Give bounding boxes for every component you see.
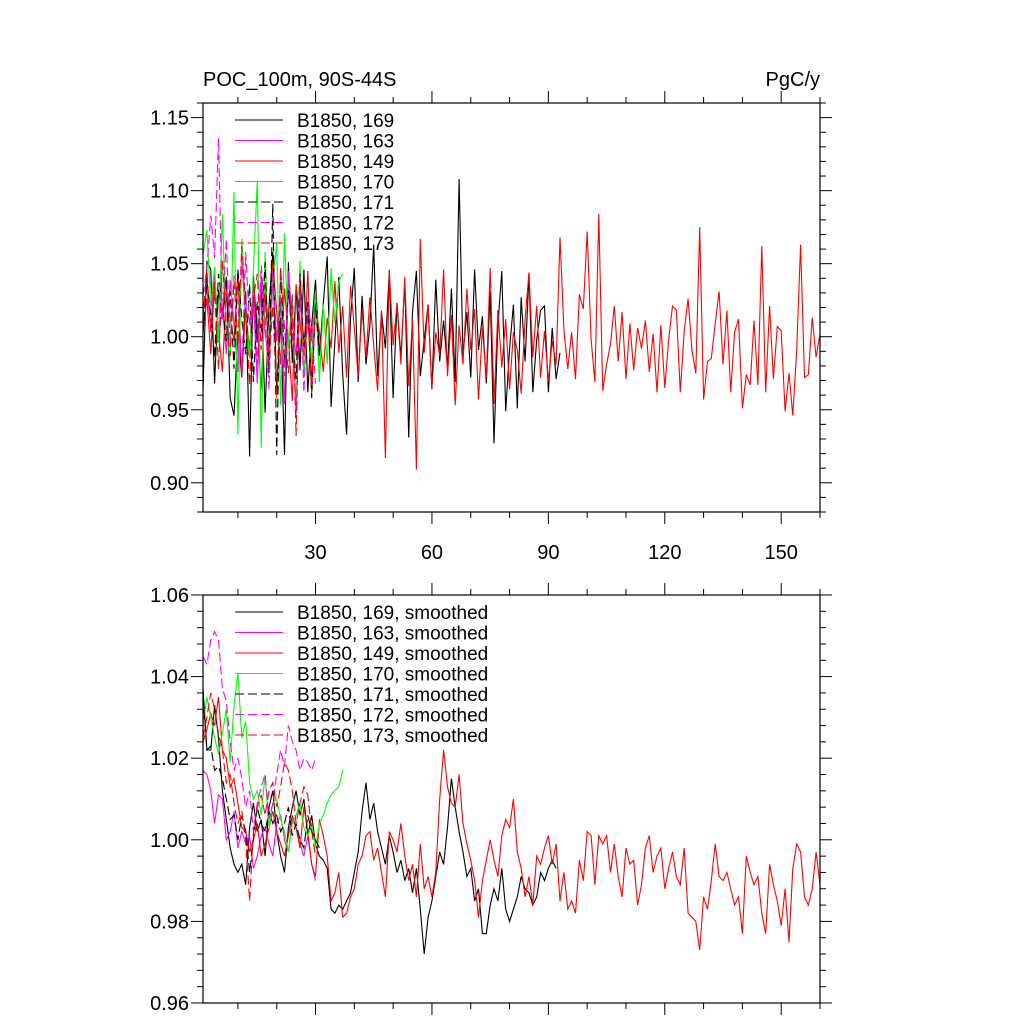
- y-tick-label: 1.02: [150, 748, 189, 770]
- legend-label: B1850, 169, smoothed: [297, 603, 488, 624]
- legend-label: B1850, 171, smoothed: [297, 685, 488, 706]
- series-line-172: [203, 630, 317, 832]
- legend-label: B1850, 149: [297, 152, 394, 173]
- legend-label: B1850, 170: [297, 173, 394, 194]
- y-tick-label: 1.06: [150, 585, 189, 607]
- series-line-170: [203, 180, 344, 448]
- series-line-149: [203, 213, 820, 470]
- x-tick-label: 60: [421, 542, 443, 564]
- x-tick-label: 120: [648, 542, 681, 564]
- x-tick-label: 150: [765, 542, 798, 564]
- y-tick-label: 1.04: [150, 667, 189, 689]
- chart-units: PgC/y: [766, 69, 820, 91]
- x-tick-label: 90: [537, 542, 559, 564]
- chart-title: POC_100m, 90S-44S: [203, 69, 396, 91]
- y-tick-label: 0.90: [150, 473, 189, 495]
- legend-label: B1850, 170, smoothed: [297, 665, 488, 686]
- series-line-171: [203, 203, 320, 456]
- legend-label: B1850, 172: [297, 214, 394, 235]
- plot-frame: [202, 594, 821, 1004]
- bottom-panel: 0.96 0.98 1.00 1.02 1.04 1.06 B1850, 169, smoo…: [150, 583, 832, 1015]
- x-tick-label: 30: [304, 542, 326, 564]
- y-tick-label: 0.95: [150, 400, 189, 422]
- legend-label: B1850, 173: [297, 234, 394, 255]
- series-line-149: [203, 696, 820, 951]
- legend-label: B1850, 172, smoothed: [297, 706, 488, 727]
- y-tick-label: 1.00: [150, 327, 189, 349]
- legend-label: B1850, 163: [297, 132, 394, 153]
- y-tick-label: 1.15: [150, 108, 189, 130]
- legend-label: B1850, 149, smoothed: [297, 644, 488, 665]
- y-tick-label: 0.96: [150, 993, 189, 1015]
- legend-label: B1850, 169: [297, 111, 394, 132]
- top-panel: 0.90 0.95 1.00 1.05 1.10 1.15 30 60 90 120 150 B185…: [150, 91, 832, 564]
- y-tick-label: 1.00: [150, 830, 189, 852]
- legend-label: B1850, 171: [297, 193, 394, 214]
- legend-label: B1850, 163, smoothed: [297, 624, 488, 645]
- y-tick-label: 1.05: [150, 254, 189, 276]
- legend-label: B1850, 173, smoothed: [297, 726, 488, 747]
- series-line-171: [203, 696, 320, 873]
- y-tick-label: 0.98: [150, 911, 189, 933]
- series-line-173: [203, 246, 317, 437]
- y-tick-label: 1.10: [150, 181, 189, 203]
